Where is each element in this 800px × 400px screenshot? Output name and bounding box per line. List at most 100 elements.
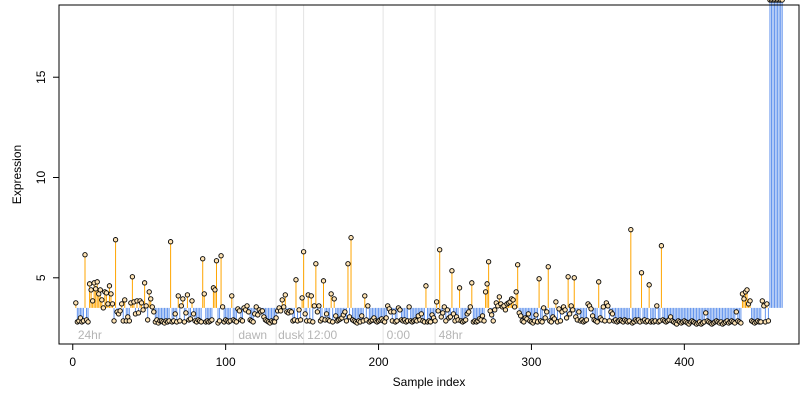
data-point xyxy=(525,311,532,317)
phase-dividers xyxy=(232,5,436,344)
data-point xyxy=(489,312,495,318)
data-point xyxy=(456,285,463,291)
data-point xyxy=(129,274,136,280)
data-point xyxy=(141,280,148,286)
data-point xyxy=(109,301,116,307)
data-point xyxy=(209,317,215,323)
data-point xyxy=(85,319,91,325)
data-point xyxy=(138,300,145,306)
data-point xyxy=(330,319,336,325)
data-point xyxy=(345,261,351,267)
data-point xyxy=(198,319,204,325)
data-point xyxy=(97,287,103,293)
data-point xyxy=(300,249,307,255)
data-point xyxy=(245,309,252,315)
x-tick-label: 400 xyxy=(674,355,694,369)
data-point xyxy=(563,315,570,321)
data-point xyxy=(418,311,425,317)
data-point xyxy=(511,304,518,310)
phase-label: 12:00 xyxy=(307,328,337,342)
data-point xyxy=(119,301,125,307)
data-points xyxy=(73,0,785,327)
data-point xyxy=(244,303,250,309)
data-point xyxy=(437,247,443,253)
data-point xyxy=(556,306,562,312)
data-point xyxy=(297,317,304,323)
data-point xyxy=(449,268,455,274)
data-point xyxy=(394,318,400,324)
data-point xyxy=(583,317,590,323)
data-point xyxy=(233,319,240,325)
data-point xyxy=(281,304,287,310)
data-point xyxy=(515,262,521,268)
data-point xyxy=(571,275,577,281)
data-point xyxy=(331,296,337,302)
data-point xyxy=(551,316,558,322)
data-point xyxy=(703,310,709,316)
data-point xyxy=(467,304,473,310)
data-point xyxy=(146,289,152,295)
data-point xyxy=(140,307,146,313)
data-point xyxy=(432,318,438,324)
data-point xyxy=(533,312,539,318)
data-point xyxy=(481,318,487,324)
data-point xyxy=(219,304,226,310)
phase-label: 48hr xyxy=(439,328,463,342)
data-point xyxy=(383,315,389,321)
data-point xyxy=(302,311,308,317)
data-point xyxy=(557,318,564,324)
data-point xyxy=(82,252,88,258)
data-point xyxy=(482,289,489,295)
x-tick-label: 0 xyxy=(69,355,76,369)
data-point xyxy=(469,280,475,286)
phase-label: 24hr xyxy=(78,328,102,342)
data-point xyxy=(175,293,181,299)
data-point xyxy=(492,307,498,313)
data-point xyxy=(293,277,299,283)
data-point xyxy=(548,319,554,325)
x-axis-title: Sample index xyxy=(393,375,466,389)
data-point xyxy=(588,306,594,312)
data-point xyxy=(106,283,113,289)
data-point xyxy=(654,303,660,309)
data-point xyxy=(135,310,142,316)
data-point xyxy=(542,315,548,321)
data-point xyxy=(427,319,434,325)
data-point xyxy=(518,313,524,319)
data-point xyxy=(570,307,576,313)
data-point xyxy=(747,298,753,304)
data-point xyxy=(594,319,600,325)
data-point xyxy=(510,297,516,303)
y-axis: 5 10 15 xyxy=(34,70,60,281)
data-point xyxy=(423,283,429,289)
data-point xyxy=(606,318,613,324)
x-tick-label: 300 xyxy=(521,355,541,369)
data-point xyxy=(181,319,188,325)
data-point xyxy=(278,308,284,314)
data-point xyxy=(391,309,397,315)
data-point xyxy=(93,286,99,292)
data-point xyxy=(733,309,739,315)
y-tick-label: 5 xyxy=(34,274,48,281)
data-point xyxy=(323,311,330,317)
data-point xyxy=(200,256,206,262)
data-point xyxy=(596,279,602,285)
data-point xyxy=(314,309,321,315)
data-point xyxy=(513,289,519,295)
x-tick-label: 100 xyxy=(216,355,236,369)
data-point xyxy=(316,303,322,309)
data-point xyxy=(758,319,764,325)
data-point xyxy=(184,292,191,298)
data-point xyxy=(600,304,606,310)
data-point xyxy=(328,291,334,297)
data-point xyxy=(111,318,117,324)
data-point xyxy=(609,311,616,317)
data-point xyxy=(273,315,279,321)
data-point xyxy=(112,237,119,243)
data-point xyxy=(103,290,110,296)
data-point xyxy=(567,311,573,317)
data-point xyxy=(172,311,178,317)
data-point xyxy=(541,305,547,311)
data-point xyxy=(310,319,316,325)
